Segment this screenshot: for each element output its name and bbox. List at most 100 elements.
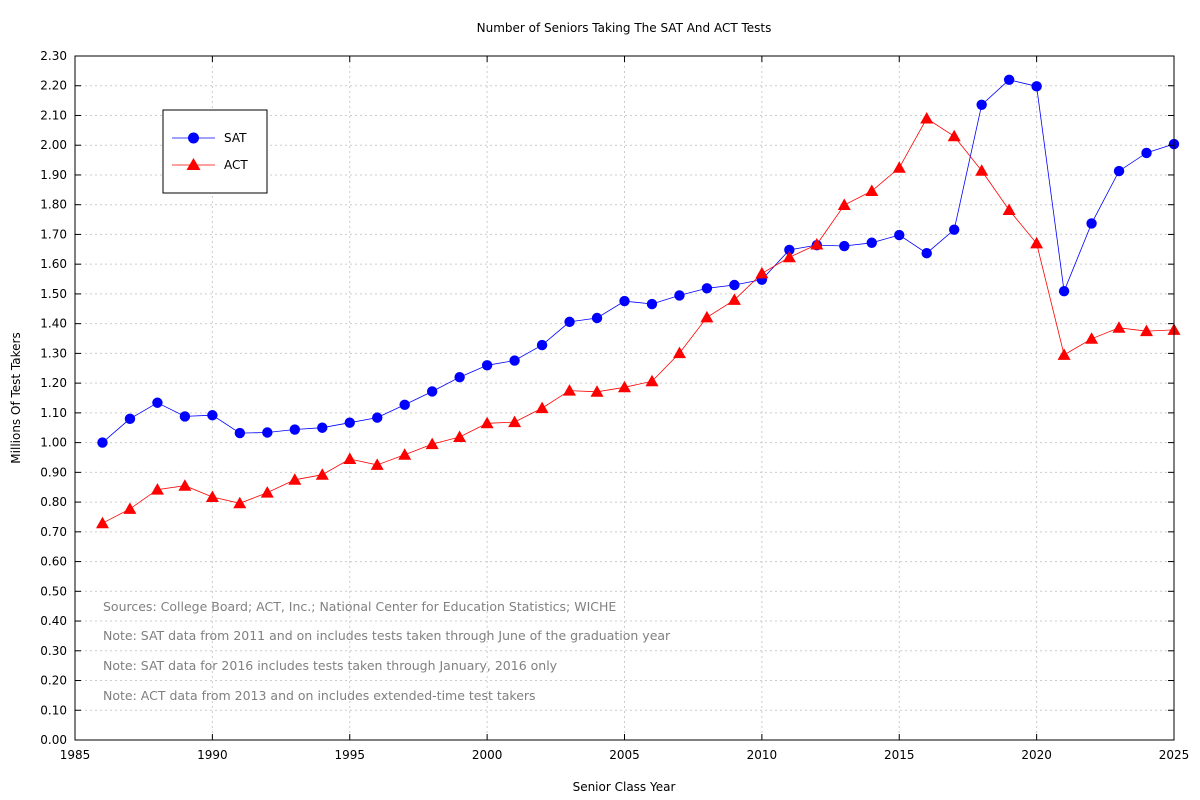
data-point-sat: [619, 295, 630, 307]
data-point-sat: [207, 410, 218, 421]
y-axis-title: Millions Of Test Takers: [9, 332, 23, 463]
data-point-act: [535, 401, 549, 414]
data-point-sat: [1003, 74, 1015, 85]
y-tick-label: 1.70: [40, 227, 67, 241]
data-point-act: [755, 266, 769, 279]
data-point-sat: [866, 237, 877, 248]
legend: SAT ACT: [162, 109, 268, 194]
y-tick-label: 2.20: [40, 79, 67, 93]
legend-label-sat: SAT: [224, 131, 247, 145]
data-point-sat: [399, 399, 410, 411]
data-point-act: [700, 310, 714, 323]
data-point-act: [1057, 348, 1071, 360]
data-point-act: [205, 490, 219, 502]
x-tick-label: 1985: [60, 748, 91, 762]
data-point-act: [315, 468, 329, 480]
data-point-sat: [921, 247, 932, 259]
data-point-act: [150, 483, 164, 495]
data-point-sat: [1031, 81, 1042, 92]
data-point-act: [398, 448, 412, 460]
annotation-note-sat-june: Note: SAT data from 2011 and on includes…: [103, 628, 671, 643]
legend-marker-sat: [188, 132, 199, 144]
annotations: Sources: College Board; ACT, Inc.; Natio…: [103, 599, 671, 703]
series-act: [96, 112, 1181, 529]
y-tick-label: 1.80: [40, 198, 67, 212]
data-point-act: [563, 384, 576, 396]
data-point-act: [178, 479, 192, 491]
annotation-sources: Sources: College Board; ACT, Inc.; Natio…: [103, 599, 616, 614]
y-tick-label: 1.20: [40, 376, 67, 390]
data-point-act: [1112, 321, 1126, 333]
data-point-act: [288, 473, 302, 485]
x-tick-label: 2010: [747, 748, 778, 762]
data-point-act: [645, 374, 659, 387]
data-point-sat: [344, 417, 355, 428]
data-point-act: [96, 516, 109, 529]
y-tick-label: 1.00: [40, 436, 67, 450]
y-tick-label: 1.60: [40, 257, 67, 271]
data-point-sat: [1141, 147, 1152, 159]
data-point-sat: [894, 229, 905, 241]
data-point-act: [1030, 236, 1044, 249]
chart-title: Number of Seniors Taking The SAT And ACT…: [477, 21, 772, 35]
y-tick-label: 0.10: [40, 703, 67, 717]
data-point-sat: [372, 412, 383, 423]
y-tick-label: 1.90: [40, 168, 67, 182]
data-point-sat: [646, 298, 658, 310]
y-tick-label: 0.50: [40, 584, 67, 598]
data-point-sat: [454, 371, 465, 383]
data-point-sat: [701, 283, 713, 294]
data-point-sat: [1113, 165, 1125, 177]
y-tick-label: 2.30: [40, 49, 67, 63]
x-tick-label: 1990: [197, 748, 228, 762]
data-point-act: [123, 502, 137, 514]
data-point-act: [1002, 203, 1016, 215]
annotation-note-sat-2016: Note: SAT data for 2016 includes tests t…: [103, 658, 558, 673]
data-point-sat: [97, 437, 108, 448]
data-point-act: [975, 164, 989, 176]
y-tick-label: 1.30: [40, 346, 67, 360]
data-point-act: [590, 385, 604, 397]
x-tick-label: 1995: [334, 748, 365, 762]
data-point-act: [370, 458, 384, 470]
data-point-sat: [124, 413, 136, 425]
data-point-act: [260, 486, 274, 498]
data-point-sat: [426, 386, 438, 397]
data-point-sat: [674, 290, 685, 301]
data-point-act: [892, 161, 906, 173]
series-layer: [96, 74, 1181, 529]
data-point-sat: [262, 427, 273, 438]
data-point-sat: [481, 360, 493, 371]
data-point-act: [810, 238, 824, 250]
legend-label-act: ACT: [224, 158, 248, 172]
y-tick-label: 0.40: [40, 614, 67, 628]
data-point-sat: [839, 240, 850, 252]
data-point-act: [1140, 324, 1153, 337]
legend-box: [162, 109, 268, 194]
x-tick-label: 2005: [609, 748, 640, 762]
x-tick-label: 2015: [884, 748, 915, 762]
data-point-sat: [976, 99, 987, 110]
data-point-sat: [234, 427, 246, 439]
data-point-act: [920, 112, 934, 124]
y-tick-label: 1.40: [40, 317, 67, 331]
x-axis-title: Senior Class Year: [573, 780, 676, 794]
y-tick-label: 0.80: [40, 495, 67, 509]
data-point-act: [782, 250, 796, 263]
y-tick-label: 1.10: [40, 406, 67, 420]
data-point-sat: [289, 424, 300, 435]
data-point-sat: [152, 397, 163, 408]
y-tick-label: 0.90: [40, 465, 67, 479]
data-point-sat: [564, 316, 575, 328]
y-tick-label: 2.00: [40, 138, 67, 152]
x-tick-label: 2000: [472, 748, 503, 762]
data-point-sat: [1086, 218, 1097, 229]
data-point-sat: [317, 422, 328, 433]
y-tick-label: 0.00: [40, 733, 67, 747]
data-point-act: [1085, 332, 1099, 344]
data-point-sat: [1058, 286, 1070, 297]
annotation-note-act-extended: Note: ACT data from 2013 and on includes…: [103, 688, 536, 703]
data-point-act: [425, 437, 439, 450]
data-point-sat: [179, 411, 191, 422]
data-point-sat: [509, 355, 520, 366]
